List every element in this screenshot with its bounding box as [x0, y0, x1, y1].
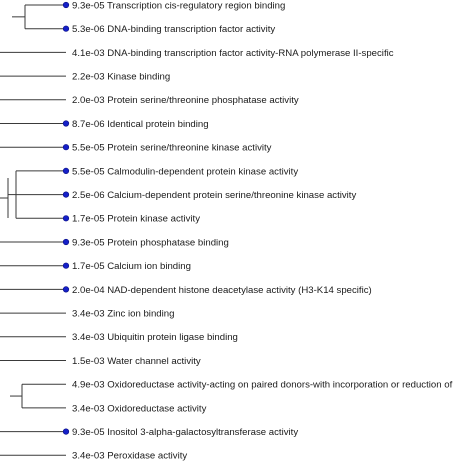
term-name: Calmodulin-dependent protein kinase acti… [107, 166, 298, 177]
term-pvalue: 2.5e-06 [72, 190, 105, 201]
significance-dot [62, 262, 70, 269]
term-name: Transcription cis-regulatory region bind… [107, 0, 285, 11]
term-row: 3.4e-03 Zinc ion binding [72, 309, 174, 320]
term-label: 1.7e-05 Protein kinase activity [72, 214, 200, 225]
significance-dot [62, 1, 70, 9]
term-name: Calcium ion binding [107, 261, 191, 272]
term-pvalue: 4.1e-03 [72, 48, 105, 59]
term-row: 9.3e-05 Protein phosphatase binding [62, 237, 229, 248]
term-row: 3.4e-03 Ubiquitin protein ligase binding [72, 332, 238, 343]
term-pvalue: 3.4e-03 [72, 403, 105, 414]
term-name: Zinc ion binding [107, 309, 174, 320]
term-row: 5.3e-06 DNA-binding transcription factor… [62, 24, 275, 35]
term-label: 5.5e-05 Calmodulin-dependent protein kin… [72, 166, 298, 177]
term-label: 2.0e-04 NAD-dependent histone deacetylas… [72, 285, 372, 296]
term-pvalue: 1.7e-05 [72, 261, 105, 272]
significance-dot [62, 25, 70, 32]
term-name: Oxidoreductase activity-acting on paired… [107, 380, 452, 391]
significance-dot [62, 238, 70, 246]
term-label: 1.7e-05 Calcium ion binding [72, 261, 191, 272]
term-name: Identical protein binding [107, 119, 208, 130]
significance-dot [62, 215, 70, 222]
term-label: 2.2e-03 Kinase binding [72, 72, 170, 83]
term-row: 2.2e-03 Kinase binding [72, 72, 170, 83]
tree-branches [0, 4, 66, 456]
term-name: Inositol 3-alpha-galactosyltransferase a… [107, 427, 298, 438]
significance-dot [62, 286, 70, 293]
term-row: 4.9e-03 Oxidoreductase activity-acting o… [72, 380, 453, 391]
term-row: 9.3e-05 Transcription cis-regulatory reg… [62, 0, 285, 11]
term-pvalue: 2.0e-03 [72, 95, 105, 106]
term-label: 4.1e-03 DNA-binding transcription factor… [72, 48, 394, 59]
term-pvalue: 8.7e-06 [72, 119, 105, 130]
term-row: 2.0e-04 NAD-dependent histone deacetylas… [62, 285, 372, 296]
term-label: 3.4e-03 Oxidoreductase activity [72, 403, 207, 414]
term-name: Water channel activity [107, 356, 201, 367]
term-name: Ubiquitin protein ligase binding [107, 332, 238, 343]
term-pvalue: 2.2e-03 [72, 72, 105, 83]
term-label: 9.3e-05 Transcription cis-regulatory reg… [72, 0, 285, 11]
term-pvalue: 4.9e-03 [72, 380, 105, 391]
term-row: 3.4e-03 Oxidoreductase activity [72, 403, 207, 414]
term-name: Protein serine/threonine kinase activity [107, 143, 271, 154]
significance-dot [62, 120, 70, 127]
term-pvalue: 9.3e-05 [72, 237, 105, 248]
term-name: Protein serine/threonine phosphatase act… [107, 95, 299, 106]
term-pvalue: 1.5e-03 [72, 356, 105, 367]
term-name: Kinase binding [107, 72, 170, 83]
term-label: 9.3e-05 Protein phosphatase binding [72, 237, 229, 248]
term-pvalue: 5.5e-05 [72, 143, 105, 154]
tree-leaves: 9.3e-05 Transcription cis-regulatory reg… [62, 0, 453, 462]
term-name: Peroxidase activity [107, 451, 187, 462]
term-pvalue: 3.4e-03 [72, 332, 105, 343]
term-row: 1.7e-05 Calcium ion binding [62, 261, 191, 272]
term-label: 2.5e-06 Calcium-dependent protein serine… [72, 190, 356, 201]
term-label: 5.5e-05 Protein serine/threonine kinase … [72, 143, 272, 154]
term-pvalue: 5.5e-05 [72, 166, 105, 177]
term-pvalue: 5.3e-06 [72, 24, 105, 35]
term-label: 2.0e-03 Protein serine/threonine phospha… [72, 95, 299, 106]
term-label: 4.9e-03 Oxidoreductase activity-acting o… [72, 380, 453, 391]
term-name: Oxidoreductase activity [107, 403, 206, 414]
term-row: 3.4e-03 Peroxidase activity [72, 451, 187, 462]
term-row: 4.1e-03 DNA-binding transcription factor… [72, 48, 394, 59]
term-row: 5.5e-05 Protein serine/threonine kinase … [62, 143, 272, 154]
term-row: 1.5e-03 Water channel activity [72, 356, 201, 367]
term-row: 8.7e-06 Identical protein binding [62, 119, 209, 130]
term-pvalue: 9.3e-05 [72, 0, 105, 11]
term-label: 9.3e-05 Inositol 3-alpha-galactosyltrans… [72, 427, 298, 438]
significance-dot [62, 428, 70, 435]
term-pvalue: 1.7e-05 [72, 214, 105, 225]
term-label: 1.5e-03 Water channel activity [72, 356, 201, 367]
term-row: 2.5e-06 Calcium-dependent protein serine… [62, 190, 356, 201]
term-label: 3.4e-03 Zinc ion binding [72, 309, 174, 320]
term-row: 5.5e-05 Calmodulin-dependent protein kin… [62, 166, 298, 177]
term-label: 3.4e-03 Ubiquitin protein ligase binding [72, 332, 238, 343]
significance-dot [62, 144, 70, 151]
term-pvalue: 3.4e-03 [72, 451, 105, 462]
term-name: DNA-binding transcription factor activit… [107, 24, 275, 35]
term-label: 8.7e-06 Identical protein binding [72, 119, 209, 130]
term-row: 9.3e-05 Inositol 3-alpha-galactosyltrans… [62, 427, 298, 438]
significance-dot [62, 167, 70, 174]
term-pvalue: 3.4e-03 [72, 309, 105, 320]
term-row: 2.0e-03 Protein serine/threonine phospha… [72, 95, 299, 106]
term-pvalue: 2.0e-04 [72, 285, 105, 296]
term-row: 1.7e-05 Protein kinase activity [62, 214, 200, 225]
term-name: Protein phosphatase binding [107, 237, 229, 248]
term-label: 5.3e-06 DNA-binding transcription factor… [72, 24, 275, 35]
significance-dot [62, 191, 70, 198]
term-pvalue: 9.3e-05 [72, 427, 105, 438]
term-name: NAD-dependent histone deacetylase activi… [107, 285, 372, 296]
term-label: 3.4e-03 Peroxidase activity [72, 451, 187, 462]
term-name: Protein kinase activity [107, 214, 200, 225]
term-name: DNA-binding transcription factor activit… [107, 48, 394, 59]
term-name: Calcium-dependent protein serine/threoni… [107, 190, 356, 201]
